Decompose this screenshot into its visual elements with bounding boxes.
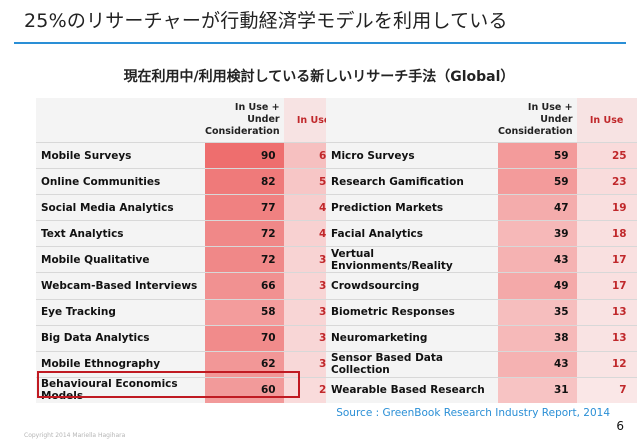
method-name-cell: Mobile Qualitative — [36, 246, 205, 273]
in-use-cell: 18 — [576, 220, 637, 247]
column-header-method — [36, 98, 205, 143]
in-use-cell: 23 — [576, 168, 637, 195]
in-use-plus-consideration-cell: 43 — [498, 350, 577, 378]
column-header-in-use-plus-consideration: In Use + Under Consideration — [205, 98, 284, 143]
in-use-cell: 19 — [576, 194, 637, 221]
method-name-cell: Vertual Envionments/Reality — [326, 246, 498, 273]
table-row: Online Communities8256 — [36, 168, 344, 195]
in-use-cell: 12 — [576, 350, 637, 378]
slide-title: 25%のリサーチャーが行動経済学モデルを利用している — [24, 10, 508, 32]
method-name-cell: Social Media Analytics — [36, 194, 205, 221]
table-row: Facial Analytics 39 18 — [326, 220, 637, 247]
table-row: Neuromarketing 38 13 — [326, 324, 637, 352]
in-use-plus-consideration-cell: 70 — [205, 324, 284, 352]
in-use-plus-consideration-cell: 66 — [205, 272, 284, 300]
in-use-plus-consideration-cell: 77 — [205, 194, 284, 221]
right-methods-table: In Use + Under Consideration In Use Micro… — [326, 98, 637, 403]
in-use-plus-consideration-cell: 60 — [205, 376, 284, 403]
table-row: Eye Tracking5834 — [36, 298, 344, 326]
method-name-cell: Research Gamification — [326, 168, 498, 195]
in-use-plus-consideration-cell: 31 — [498, 376, 577, 403]
table-row: Crowdsourcing 49 17 — [326, 272, 637, 300]
column-header-in-use-plus-consideration: In Use + Under Consideration — [498, 98, 577, 143]
method-name-cell: Facial Analytics — [326, 220, 498, 247]
in-use-plus-consideration-cell: 35 — [498, 298, 577, 326]
table-row: Sensor Based Data Collection 43 12 — [326, 350, 637, 378]
method-name-cell: Online Communities — [36, 168, 205, 195]
method-name-cell: Mobile Ethnography — [36, 350, 205, 378]
table-header-row: In Use + Under Consideration In Use — [326, 98, 637, 143]
method-name-cell: Behavioural Economics Models — [36, 376, 205, 403]
method-name-cell: Neuromarketing — [326, 324, 498, 352]
table-row: Webcam-Based Interviews6634 — [36, 272, 344, 300]
in-use-plus-consideration-cell: 62 — [205, 350, 284, 378]
in-use-plus-consideration-cell: 82 — [205, 168, 284, 195]
in-use-plus-consideration-cell: 59 — [498, 168, 577, 195]
header-line: Under Consideration — [498, 114, 573, 137]
table-row: Behavioural Economics Models6025 — [36, 376, 344, 403]
in-use-cell: 17 — [576, 272, 637, 300]
in-use-cell: 13 — [576, 324, 637, 352]
header-line: In Use + — [234, 102, 280, 113]
table-row: Vertual Envionments/Reality 43 17 — [326, 246, 637, 273]
table-row: Mobile Qualitative7237 — [36, 246, 344, 273]
left-methods-table: In Use + Under Consideration In Use Mobil… — [36, 98, 344, 403]
method-name-cell: Eye Tracking — [36, 298, 205, 326]
method-name-cell: Mobile Surveys — [36, 141, 205, 169]
header-line: In Use + — [527, 102, 573, 113]
in-use-plus-consideration-cell: 58 — [205, 298, 284, 326]
in-use-plus-consideration-cell: 72 — [205, 246, 284, 273]
method-name-cell: Big Data Analytics — [36, 324, 205, 352]
in-use-plus-consideration-cell: 39 — [498, 220, 577, 247]
in-use-cell: 17 — [576, 246, 637, 273]
header-line: Under Consideration — [205, 114, 280, 137]
method-name-cell: Text Analytics — [36, 220, 205, 247]
in-use-plus-consideration-cell: 72 — [205, 220, 284, 247]
table-row: Mobile Ethnography6230 — [36, 350, 344, 378]
source-citation: Source : GreenBook Research Industry Rep… — [336, 407, 610, 419]
table-row: Biometric Responses 35 13 — [326, 298, 637, 326]
table-row: Wearable Based Research 31 7 — [326, 376, 637, 403]
method-name-cell: Webcam-Based Interviews — [36, 272, 205, 300]
method-name-cell: Sensor Based Data Collection — [326, 350, 498, 378]
method-name-cell: Micro Surveys — [326, 141, 498, 169]
table-row: Mobile Surveys9064 — [36, 141, 344, 169]
method-name-cell: Crowdsourcing — [326, 272, 498, 300]
table-row: Research Gamification 59 23 — [326, 168, 637, 195]
in-use-cell: 7 — [576, 376, 637, 403]
in-use-plus-consideration-cell: 43 — [498, 246, 577, 273]
table-row: Big Data Analytics7032 — [36, 324, 344, 352]
method-name-cell: Biometric Responses — [326, 298, 498, 326]
in-use-plus-consideration-cell: 38 — [498, 324, 577, 352]
table-row: Social Media Analytics7746 — [36, 194, 344, 221]
in-use-plus-consideration-cell: 47 — [498, 194, 577, 221]
table-row: Micro Surveys 59 25 — [326, 141, 637, 169]
slide-subtitle: 現在利用中/利用検討している新しいリサーチ手法（Global） — [123, 69, 515, 85]
table-header-row: In Use + Under Consideration In Use — [36, 98, 344, 143]
in-use-plus-consideration-cell: 59 — [498, 141, 577, 169]
copyright-notice: Copyright 2014 Mariella Hagihara — [24, 432, 126, 439]
page-number: 6 — [616, 419, 624, 433]
title-divider — [14, 42, 626, 44]
table-row: Prediction Markets 47 19 — [326, 194, 637, 221]
method-name-cell: Wearable Based Research — [326, 376, 498, 403]
in-use-plus-consideration-cell: 49 — [498, 272, 577, 300]
column-header-method — [326, 98, 498, 143]
column-header-in-use: In Use — [576, 98, 637, 143]
in-use-cell: 25 — [576, 141, 637, 169]
table-row: Text Analytics7240 — [36, 220, 344, 247]
in-use-cell: 13 — [576, 298, 637, 326]
in-use-plus-consideration-cell: 90 — [205, 141, 284, 169]
method-name-cell: Prediction Markets — [326, 194, 498, 221]
